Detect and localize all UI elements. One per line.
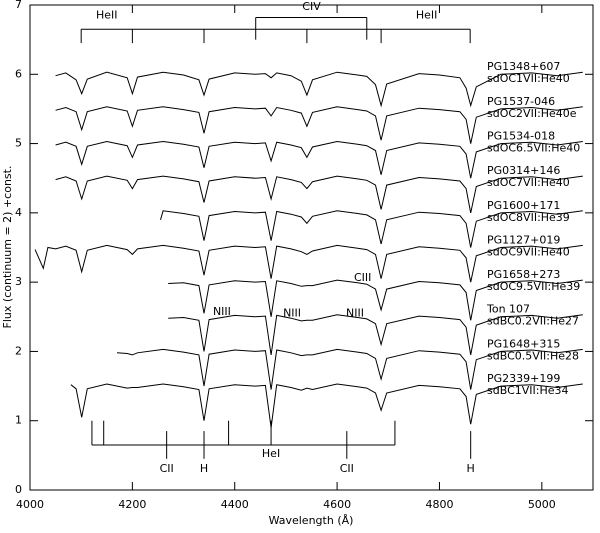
series-name: PG1537-046 [487, 95, 555, 108]
spectrum [55, 71, 583, 108]
series-class: sdOC9VII:He40 [487, 245, 570, 258]
group-label: CII [340, 462, 354, 475]
series-name: PG1534-018 [487, 129, 555, 142]
spectrum [168, 279, 583, 321]
spectrum [70, 383, 583, 428]
spectrum [160, 210, 583, 248]
spectrum [116, 348, 583, 390]
x-axis-title: Wavelength (Å) [269, 514, 354, 527]
x-tick-label: 4200 [118, 498, 146, 511]
series-name: PG2339+199 [487, 372, 560, 385]
series-name: PG1648+315 [487, 337, 560, 350]
series-class: sdOC7VII:He40 [487, 176, 570, 189]
y-tick-label: 4 [15, 206, 22, 219]
x-tick-label: 4000 [16, 498, 44, 511]
line-note: NIII [346, 306, 364, 319]
group-label: CIV [302, 0, 321, 13]
spectrum [55, 106, 583, 144]
y-tick-label: 1 [15, 414, 22, 427]
x-tick-label: 4800 [425, 498, 453, 511]
spectrum [55, 140, 583, 179]
y-tick-label: 5 [15, 137, 22, 150]
series-class: sdOC6.5VII:He40 [487, 141, 580, 154]
spectrum [55, 175, 583, 214]
x-tick-label: 4600 [323, 498, 351, 511]
line-note: NIII [283, 306, 301, 319]
y-axis-title: Flux (continuum = 2) +const. [1, 166, 14, 329]
series-class: sdOC9.5VII:He39 [487, 280, 580, 293]
series-name: Ton 107 [486, 303, 530, 316]
y-tick-label: 0 [15, 483, 22, 496]
series-name: PG1127+019 [487, 233, 560, 246]
line-note: NIII [213, 305, 231, 318]
series-name: PG1658+273 [487, 268, 560, 281]
series-class: sdOC2VII:He40e [487, 107, 577, 120]
y-tick-label: 2 [15, 344, 22, 357]
series-name: PG1348+607 [487, 60, 560, 73]
plot-frame [29, 4, 594, 491]
y-tick-label: 7 [15, 0, 22, 11]
series-name: PG1600+171 [487, 199, 560, 212]
group-label: CII [160, 462, 174, 475]
line-note: CIII [354, 271, 371, 284]
series-class: sdBC0.2VII:He27 [487, 315, 579, 328]
series-class: sdBC1VII:He34 [487, 384, 569, 397]
x-tick-label: 4400 [221, 498, 249, 511]
spectrum [34, 244, 583, 283]
group-label: H [467, 462, 475, 475]
spectrum [168, 314, 583, 355]
series-name: PG0314+146 [487, 164, 560, 177]
x-tick-label: 5000 [528, 498, 556, 511]
group-label: HeI [262, 447, 280, 460]
series-class: sdOC1VII:He40 [487, 72, 570, 85]
group-label: HeII [96, 8, 118, 21]
series-class: sdOC8VII:He39 [487, 211, 570, 224]
y-tick-label: 6 [15, 67, 22, 80]
group-label: HeII [416, 8, 438, 21]
series-class: sdBC0.5VII:He28 [487, 349, 579, 362]
group-label: H [200, 462, 208, 475]
y-tick-label: 3 [15, 275, 22, 288]
